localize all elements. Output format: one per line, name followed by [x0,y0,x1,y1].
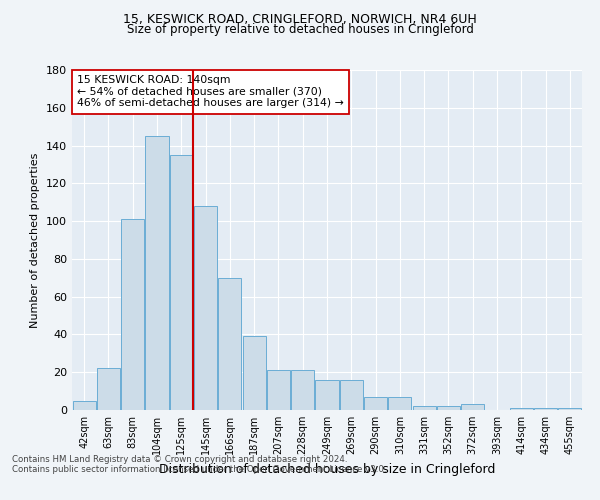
Bar [388,397,412,410]
Bar [510,408,533,410]
X-axis label: Distribution of detached houses by size in Cringleford: Distribution of detached houses by size … [159,462,495,475]
Bar [73,400,95,410]
Bar [242,336,266,410]
Text: 15, KESWICK ROAD, CRINGLEFORD, NORWICH, NR4 6UH: 15, KESWICK ROAD, CRINGLEFORD, NORWICH, … [123,12,477,26]
Bar [461,404,484,410]
Bar [413,406,436,410]
Text: Size of property relative to detached houses in Cringleford: Size of property relative to detached ho… [127,22,473,36]
Bar [364,397,387,410]
Text: Contains HM Land Registry data © Crown copyright and database right 2024.: Contains HM Land Registry data © Crown c… [12,456,347,464]
Bar [267,370,290,410]
Bar [121,219,144,410]
Bar [559,408,581,410]
Bar [534,408,557,410]
Text: 15 KESWICK ROAD: 140sqm
← 54% of detached houses are smaller (370)
46% of semi-d: 15 KESWICK ROAD: 140sqm ← 54% of detache… [77,75,344,108]
Bar [170,155,193,410]
Bar [97,368,120,410]
Bar [194,206,217,410]
Bar [340,380,363,410]
Bar [145,136,169,410]
Bar [291,370,314,410]
Bar [218,278,241,410]
Bar [316,380,338,410]
Text: Contains public sector information licensed under the Open Government Licence v3: Contains public sector information licen… [12,466,386,474]
Y-axis label: Number of detached properties: Number of detached properties [31,152,40,328]
Bar [437,406,460,410]
